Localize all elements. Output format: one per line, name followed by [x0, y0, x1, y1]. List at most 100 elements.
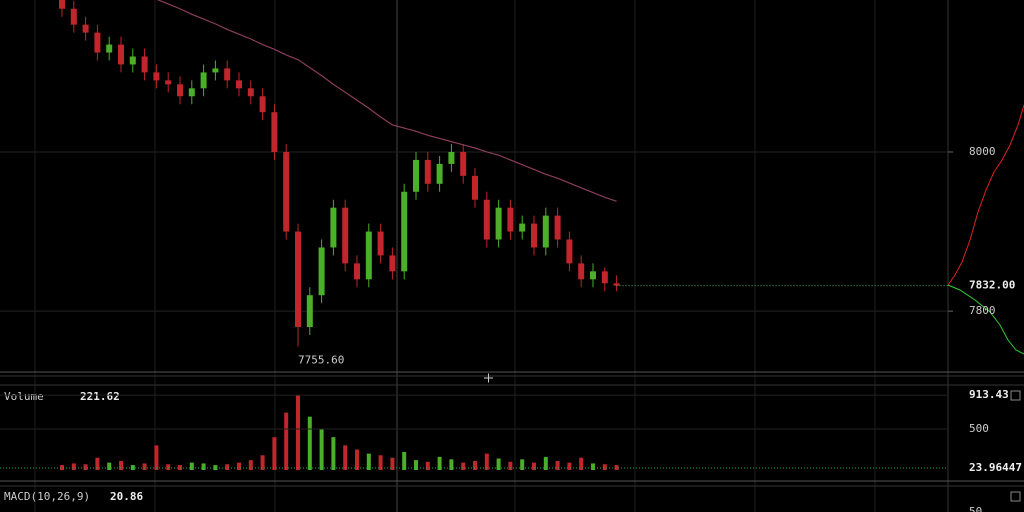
volume-bar — [425, 461, 430, 470]
macd-value: 20.86 — [110, 490, 143, 503]
y-tick-label: 913.43 — [969, 388, 1009, 401]
volume-bar — [248, 460, 253, 470]
candle-body — [554, 215, 561, 240]
candle-body — [295, 231, 301, 328]
candle-body — [165, 80, 172, 85]
volume-bar — [60, 465, 64, 470]
volume-bar — [532, 462, 536, 470]
y-tick-label: 7800 — [969, 304, 996, 317]
candle-body — [141, 56, 148, 73]
macd-label: MACD(10,26,9) — [4, 490, 90, 503]
volume-bar — [378, 455, 383, 470]
volume-bar — [449, 459, 454, 470]
volume-bar — [484, 453, 489, 470]
last-price-label: 7832.00 — [969, 279, 1015, 292]
candle-body — [460, 151, 467, 176]
candle-body — [212, 68, 219, 73]
volume-bar — [260, 455, 265, 470]
volume-bar — [555, 460, 560, 470]
volume-bar — [343, 445, 348, 470]
volume-bar — [296, 395, 300, 470]
candle-body — [590, 271, 596, 280]
candle-body — [283, 151, 290, 232]
volume-bar — [119, 460, 123, 470]
candle-body — [129, 56, 136, 65]
candle-body — [94, 32, 101, 53]
candle-body — [59, 0, 65, 9]
volume-bar — [201, 463, 206, 470]
volume-bar — [390, 457, 395, 470]
candle-body — [354, 263, 360, 280]
candle-body — [153, 72, 160, 81]
volume-bar — [154, 445, 159, 470]
candle-body — [177, 84, 183, 97]
volume-bar — [602, 464, 607, 470]
candle-body — [259, 96, 266, 113]
candle-body — [330, 207, 337, 248]
candle-body — [200, 72, 207, 89]
volume-bar — [331, 437, 336, 470]
candle-body — [224, 68, 231, 81]
volume-bar — [508, 461, 513, 470]
candle-body — [472, 175, 478, 200]
low-annotation: 7755.60 — [298, 353, 344, 366]
volume-value: 221.62 — [80, 390, 120, 403]
volume-bar — [355, 449, 359, 470]
volume-bar — [461, 462, 466, 470]
candle-body — [106, 44, 113, 53]
volume-bar — [166, 464, 171, 470]
volume-bar — [307, 416, 312, 470]
volume-bar — [71, 463, 76, 470]
candle-body — [495, 207, 502, 240]
candle-body — [365, 231, 372, 280]
volume-bar — [543, 456, 548, 470]
candle-body — [436, 163, 443, 184]
candle-body — [483, 199, 490, 240]
candle-body — [70, 8, 77, 25]
y-tick-label: 23.96447 — [969, 461, 1022, 474]
volume-bar — [437, 456, 442, 470]
candle-body — [566, 239, 573, 264]
candle-body — [401, 191, 408, 272]
candle-body — [271, 112, 278, 152]
candle-body — [389, 255, 396, 272]
volume-bar — [142, 463, 147, 470]
volume-bar — [83, 464, 88, 470]
volume-bar — [95, 457, 100, 470]
candle-body — [424, 159, 431, 184]
candle-body — [601, 271, 608, 284]
candle-body — [306, 295, 313, 328]
moving-average — [156, 0, 617, 202]
candle-body — [118, 44, 124, 65]
candle-body — [342, 207, 349, 264]
volume-label: Volume — [4, 390, 44, 403]
volume-bar — [225, 464, 230, 470]
volume-bar — [520, 459, 525, 470]
volume-bar — [272, 437, 277, 470]
volume-bar — [614, 465, 619, 470]
volume-bar — [567, 462, 572, 470]
candle-body — [377, 231, 384, 256]
y-tick-label: 50 — [969, 505, 982, 512]
candle-body — [507, 207, 514, 232]
volume-bar — [591, 463, 595, 470]
candle-body — [578, 263, 585, 280]
candle-body — [236, 80, 242, 89]
candle-body — [519, 223, 526, 232]
volume-bar — [496, 458, 501, 470]
candle-body — [247, 88, 254, 97]
candle-body — [448, 151, 455, 164]
candle-body — [188, 88, 195, 97]
y-tick-label: 8000 — [969, 145, 996, 158]
volume-bar — [473, 460, 477, 470]
volume-bar — [579, 457, 584, 470]
candle-body — [413, 159, 419, 192]
volume-bar — [189, 462, 194, 470]
candle-body — [82, 24, 89, 33]
volume-bar — [414, 460, 418, 470]
volume-bar — [366, 453, 371, 470]
volume-bar — [213, 465, 218, 470]
